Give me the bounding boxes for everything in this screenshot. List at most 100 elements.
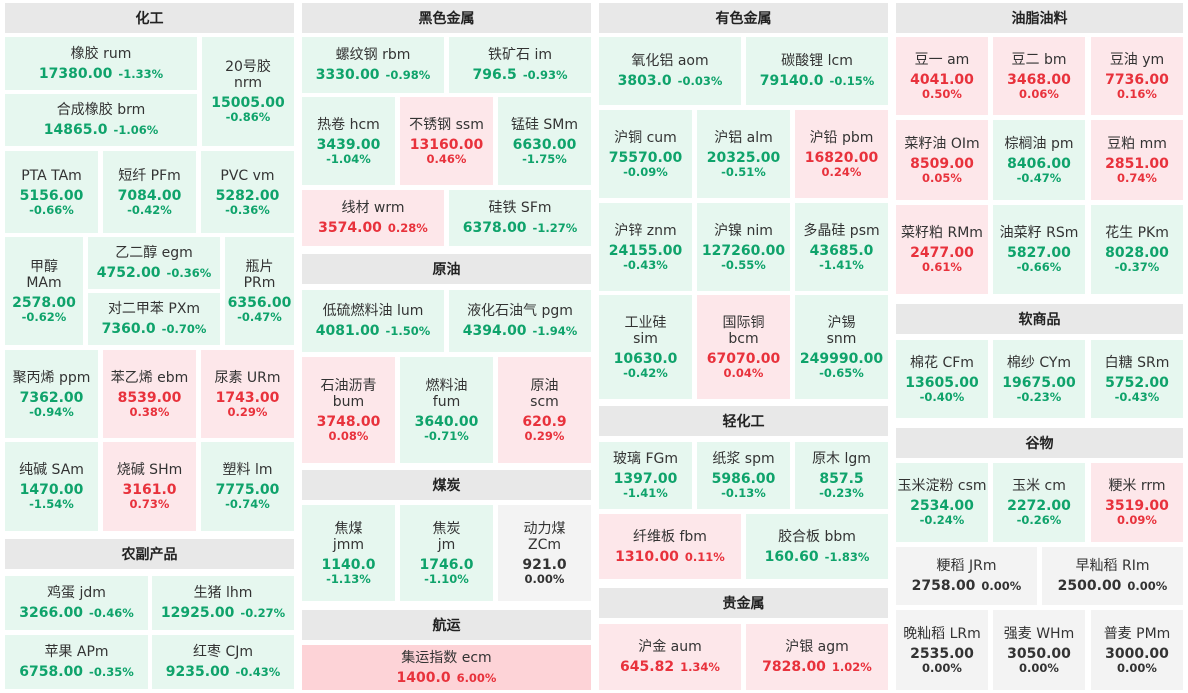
contract-tile-jm[interactable]: 焦煤 jmm 1140.0 -1.13%	[302, 505, 395, 601]
contract-change: -1.04%	[326, 151, 371, 166]
contract-tile-cf[interactable]: 棉花 CFm 13605.00 -0.40%	[896, 340, 988, 418]
contract-tile-wh[interactable]: 强麦 WHm 3050.00 0.00%	[993, 610, 1085, 690]
contract-tile-rb[interactable]: 螺纹钢 rbm 3330.00 -0.98%	[302, 37, 444, 93]
contract-tile-im[interactable]: 铁矿石 im 796.5 -0.93%	[449, 37, 591, 93]
contract-tile-hc[interactable]: 热卷 hcm 3439.00 -1.04%	[302, 97, 395, 185]
contract-price: 620.9	[522, 413, 567, 430]
contract-price: 1400.0	[396, 669, 451, 686]
contract-price: 8406.00	[1007, 155, 1071, 172]
contract-name: 晚籼稻 LRm	[903, 625, 981, 642]
contract-tile-rr[interactable]: 粳米 rrm 3519.00 0.09%	[1091, 463, 1183, 542]
contract-tile-m[interactable]: 豆粕 mm 2851.00 0.74%	[1091, 120, 1183, 200]
contract-tile-sc[interactable]: 原油 scm 620.9 0.29%	[498, 357, 591, 463]
contract-tile-cs[interactable]: 玉米淀粉 csm 2534.00 -0.24%	[896, 463, 988, 542]
contract-name: 红枣 CJm	[193, 644, 253, 660]
contract-tile-fg[interactable]: 玻璃 FGm 1397.00 -1.41%	[599, 442, 692, 509]
contract-tile-lg[interactable]: 原木 lgm 857.5 -0.23%	[795, 442, 888, 509]
contract-tile-pm[interactable]: 普麦 PMm 3000.00 0.00%	[1091, 610, 1183, 690]
price-change-row: 160.60 -1.83%	[765, 549, 870, 565]
contract-tile-ps[interactable]: 多晶硅 psm 43685.0 -1.41%	[795, 203, 888, 291]
contract-tile-sn[interactable]: 沪锡 snm 249990.00 -0.65%	[795, 295, 888, 399]
contract-tile-pr[interactable]: 瓶片 PRm 6356.00 -0.47%	[225, 237, 294, 345]
contract-change: -0.66%	[1016, 260, 1062, 274]
contract-tile-eg[interactable]: 乙二醇 egm 4752.00 -0.36%	[88, 237, 220, 289]
contract-tile-ni[interactable]: 沪镍 nim 127260.00 -0.55%	[697, 203, 790, 291]
contract-price: 3519.00	[1105, 498, 1169, 514]
contract-tile-wr[interactable]: 线材 wrm 3574.00 0.28%	[302, 190, 444, 246]
contract-tile-px[interactable]: 对二甲苯 PXm 7360.0 -0.70%	[88, 293, 220, 345]
contract-name: 瓶片 PRm	[243, 258, 276, 291]
contract-tile-cy[interactable]: 棉纱 CYm 19675.00 -0.23%	[993, 340, 1085, 418]
contract-tile-rmm[interactable]: 菜籽粕 RMm 2477.00 0.61%	[896, 205, 988, 294]
contract-tile-c[interactable]: 玉米 cm 2272.00 -0.26%	[993, 463, 1085, 542]
contract-tile-pk[interactable]: 花生 PKm 8028.00 -0.37%	[1091, 205, 1183, 294]
contract-change: -1.06%	[113, 123, 159, 137]
contract-tile-ri[interactable]: 早籼稻 RIm 2500.00 0.00%	[1042, 547, 1183, 605]
contract-tile-ur[interactable]: 尿素 URm 1743.00 0.29%	[201, 350, 294, 438]
contract-tile-ao[interactable]: 氧化铝 aom 3803.0 -0.03%	[599, 37, 741, 105]
contract-tile-y[interactable]: 豆油 ym 7736.00 0.16%	[1091, 37, 1183, 115]
contract-tile-ma[interactable]: 甲醇 MAm 2578.00 -0.62%	[5, 237, 83, 345]
contract-tile-fu[interactable]: 燃料油 fum 3640.00 -0.71%	[400, 357, 493, 463]
contract-tile-al[interactable]: 沪铝 alm 20325.00 -0.51%	[697, 110, 790, 198]
contract-price: 921.0	[522, 556, 567, 573]
contract-name: 苹果 APm	[44, 644, 109, 660]
contract-tile-sh[interactable]: 烧碱 SHm 3161.0 0.73%	[103, 442, 196, 531]
contract-tile-eb[interactable]: 苯乙烯 ebm 8539.00 0.38%	[103, 350, 196, 438]
price-change-row: 7828.00 1.02%	[762, 659, 872, 675]
contract-tile-jd[interactable]: 鸡蛋 jdm 3266.00 -0.46%	[5, 576, 148, 630]
contract-tile-cj[interactable]: 红枣 CJm 9235.00 -0.43%	[152, 635, 294, 689]
price-change-row: 3803.0 -0.03%	[618, 73, 723, 89]
contract-tile-pp[interactable]: 聚丙烯 ppm 7362.00 -0.94%	[5, 350, 98, 438]
contract-tile-sp[interactable]: 纸浆 spm 5986.00 -0.13%	[697, 442, 790, 509]
contract-tile-rum[interactable]: 橡胶 rum 17380.00 -1.33%	[5, 37, 197, 90]
contract-tile-fb[interactable]: 纤维板 fbm 1310.00 0.11%	[599, 514, 741, 579]
contract-tile-zn[interactable]: 沪锌 znm 24155.00 -0.43%	[599, 203, 692, 291]
contract-tile-b[interactable]: 豆二 bm 3468.00 0.06%	[993, 37, 1085, 115]
contract-tile-rs[interactable]: 油菜籽 RSm 5827.00 -0.66%	[993, 205, 1085, 294]
contract-tile-sr[interactable]: 白糖 SRm 5752.00 -0.43%	[1091, 340, 1183, 418]
contract-tile-bb[interactable]: 胶合板 bbm 160.60 -1.83%	[746, 514, 888, 579]
contract-tile-ta[interactable]: PTA TAm 5156.00 -0.66%	[5, 151, 98, 233]
contract-price: 3803.0	[617, 73, 672, 89]
contract-tile-zc[interactable]: 动力煤 ZCm 921.0 0.00%	[498, 505, 591, 601]
price-change-row: 9235.00 -0.43%	[166, 664, 280, 680]
contract-change: -0.70%	[161, 322, 207, 336]
price-change-row: 1400.0 6.00%	[397, 670, 497, 686]
contract-price: 3468.00	[1007, 71, 1071, 88]
contract-price: 160.60	[764, 548, 819, 565]
contract-tile-j[interactable]: 焦炭 jm 1746.0 -1.10%	[400, 505, 493, 601]
contract-change: 0.00%	[1127, 579, 1168, 593]
contract-tile-sf[interactable]: 硅铁 SFm 6378.00 -1.27%	[449, 190, 591, 246]
contract-tile-pg[interactable]: 液化石油气 pgm 4394.00 -1.94%	[449, 290, 591, 352]
contract-tile-lr[interactable]: 晚籼稻 LRm 2535.00 0.00%	[896, 610, 988, 690]
contract-tile-cu[interactable]: 沪铜 cum 75570.00 -0.09%	[599, 110, 692, 198]
contract-tile-ag[interactable]: 沪银 agm 7828.00 1.02%	[746, 624, 888, 690]
contract-tile-au[interactable]: 沪金 aum 645.82 1.34%	[599, 624, 741, 690]
contract-tile-nrm[interactable]: 20号胶 nrm 15005.00 -0.86%	[202, 37, 294, 146]
contract-price: 17380.00	[38, 65, 113, 82]
contract-name: 沪铜 cum	[614, 129, 677, 146]
contract-tile-bc[interactable]: 国际铜 bcm 67070.00 0.04%	[697, 295, 790, 399]
contract-tile-pf[interactable]: 短纤 PFm 7084.00 -0.42%	[103, 151, 196, 233]
contract-price: 13160.00	[409, 136, 484, 153]
contract-tile-si[interactable]: 工业硅 sim 10630.0 -0.42%	[599, 295, 692, 399]
contract-tile-oi[interactable]: 菜籽油 OIm 8509.00 0.05%	[896, 120, 988, 200]
contract-tile-p[interactable]: 棕榈油 pm 8406.00 -0.47%	[993, 120, 1085, 200]
contract-tile-pb[interactable]: 沪铅 pbm 16820.00 0.24%	[795, 110, 888, 198]
contract-tile-ap[interactable]: 苹果 APm 6758.00 -0.35%	[5, 635, 148, 689]
contract-tile-ec[interactable]: 集运指数 ecm 1400.0 6.00%	[302, 645, 591, 690]
contract-tile-jr[interactable]: 粳稻 JRm 2758.00 0.00%	[896, 547, 1037, 605]
contract-tile-a[interactable]: 豆一 am 4041.00 0.50%	[896, 37, 988, 115]
contract-tile-sa[interactable]: 纯碱 SAm 1470.00 -1.54%	[5, 442, 98, 531]
contract-tile-lu[interactable]: 低硫燃料油 lum 4081.00 -1.50%	[302, 290, 444, 352]
contract-tile-bu[interactable]: 石油沥青 bum 3748.00 0.08%	[302, 357, 395, 463]
contract-tile-brm[interactable]: 合成橡胶 brm 14865.0 -1.06%	[5, 94, 197, 146]
contract-tile-ss[interactable]: 不锈钢 ssm 13160.00 0.46%	[400, 97, 493, 185]
contract-tile-lh[interactable]: 生猪 lhm 12925.00 -0.27%	[152, 576, 294, 630]
contract-tile-vm[interactable]: PVC vm 5282.00 -0.36%	[201, 151, 294, 233]
contract-change: -0.94%	[29, 404, 74, 419]
contract-tile-lc[interactable]: 碳酸锂 lcm 79140.0 -0.15%	[746, 37, 888, 105]
contract-tile-lm[interactable]: 塑料 lm 7775.00 -0.74%	[201, 442, 294, 531]
contract-tile-sm[interactable]: 锰硅 SMm 6630.00 -1.75%	[498, 97, 591, 185]
